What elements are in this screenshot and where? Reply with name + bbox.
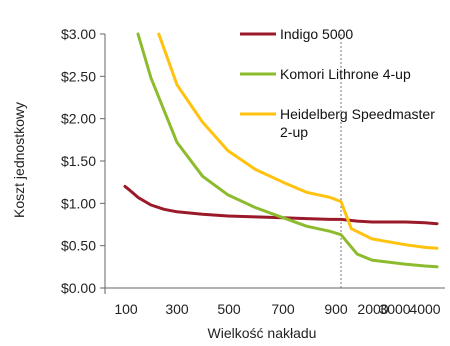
- x-tick-label: 4000: [409, 301, 440, 317]
- series-layer: [123, 32, 439, 269]
- y-tick-label: $2.00: [61, 111, 96, 127]
- x-tick-label: 700: [271, 301, 295, 317]
- y-tick-label: $2.50: [61, 68, 96, 84]
- legend: Indigo 5000 Komori Lithrone 4-up Heidelber…: [240, 26, 435, 140]
- legend-label: Komori Lithrone 4-up: [280, 66, 411, 82]
- x-tick-label: 500: [217, 301, 241, 317]
- x-tick-label: 300: [165, 301, 189, 317]
- x-tick-label: 900: [324, 301, 348, 317]
- y-axis-title: Koszt jednostkowy: [11, 102, 27, 218]
- y-tick-label: $0.00: [61, 280, 96, 296]
- x-tick-label: 3000: [379, 301, 410, 317]
- series-line-heidelberg-speedmaster-2-up: [157, 32, 439, 250]
- x-tick-label: 2000: [357, 301, 388, 317]
- axes: $0.00 $0.50 $1.00 $1.50 $2.00 $2.50 $3.00 100 30…: [61, 26, 445, 317]
- series-line-indigo-5000: [123, 184, 439, 226]
- y-tick-label: $1.00: [61, 195, 96, 211]
- legend-label: Indigo 5000: [280, 26, 353, 42]
- y-tick-label: $3.00: [61, 26, 96, 42]
- x-axis-title: Wielkość nakładu: [208, 325, 317, 341]
- legend-label: Heidelberg Speedmaster 2-up: [280, 106, 435, 140]
- x-tick-label: 100: [114, 301, 138, 317]
- y-tick-label: $0.50: [61, 238, 96, 254]
- series-line-komori-lithrone-4-up: [136, 32, 439, 269]
- y-tick-label: $1.50: [61, 153, 96, 169]
